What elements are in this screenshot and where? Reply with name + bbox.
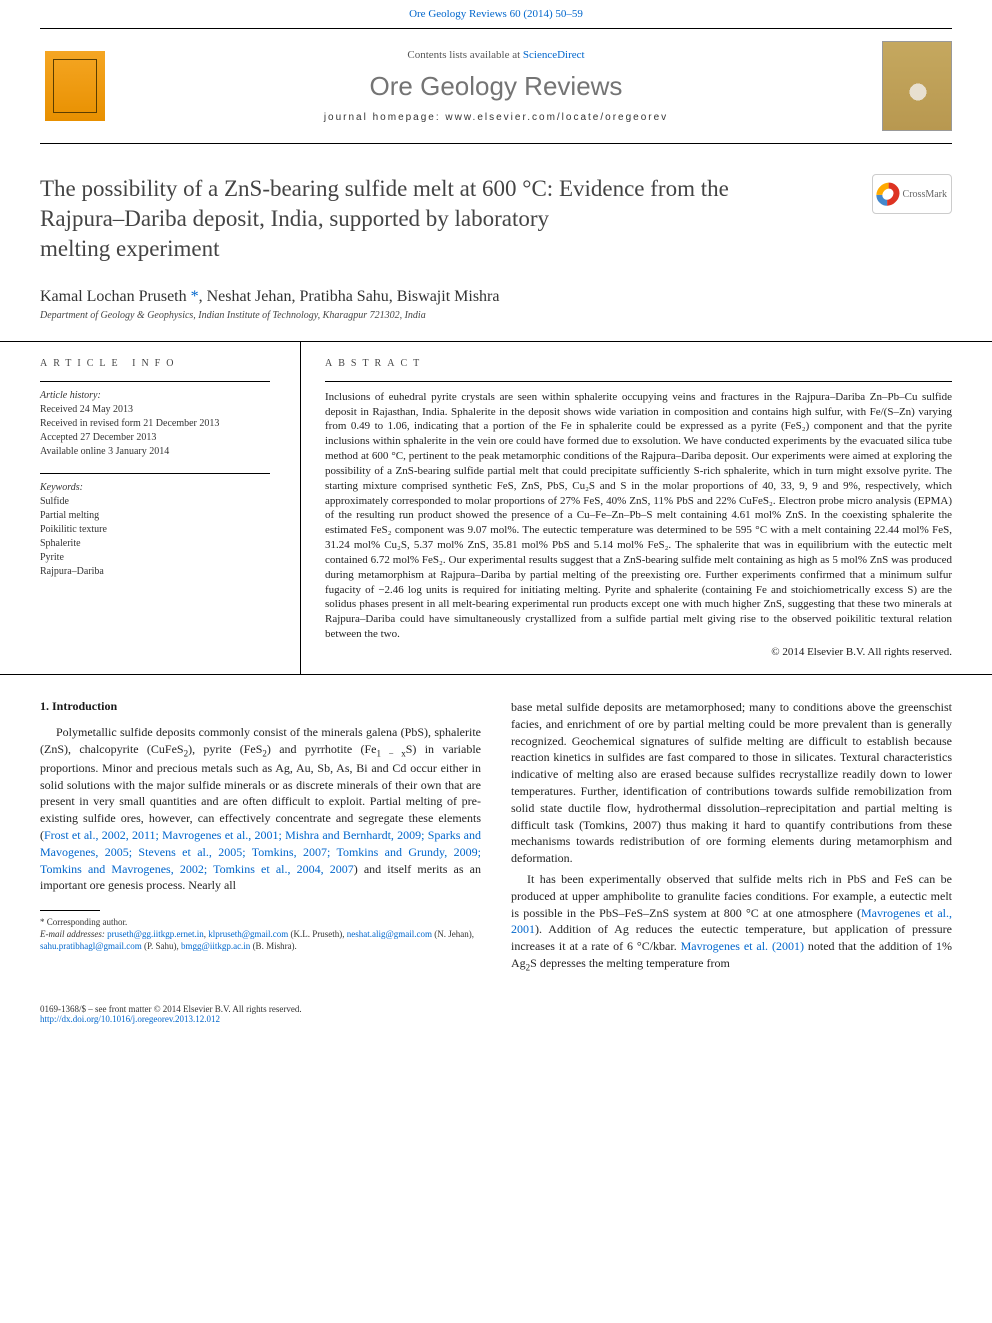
article-info-column: ARTICLE INFO Article history: Received 2… <box>40 342 270 674</box>
email-addresses: E-mail addresses: pruseth@gg.iitkgp.erne… <box>40 929 481 952</box>
abstract-text: Inclusions of euhedral pyrite crystals a… <box>325 390 952 642</box>
keyword: Partial melting <box>40 509 270 523</box>
keyword: Rajpura–Dariba <box>40 565 270 579</box>
meta-two-col: ARTICLE INFO Article history: Received 2… <box>0 341 992 675</box>
keywords-block: Keywords: Sulfide Partial melting Poikil… <box>40 473 270 579</box>
article-title: The possibility of a ZnS-bearing sulfide… <box>40 174 852 264</box>
contents-lists: Contents lists available at ScienceDirec… <box>130 49 862 61</box>
journal-title: Ore Geology Reviews <box>130 71 862 102</box>
header-citation: Ore Geology Reviews 60 (2014) 50–59 <box>0 0 992 28</box>
doi-link[interactable]: http://dx.doi.org/10.1016/j.oregeorev.20… <box>40 1014 220 1024</box>
crossmark-badge[interactable]: CrossMark <box>872 174 952 214</box>
contents-prefix: Contents lists available at <box>407 49 522 61</box>
title-block: The possibility of a ZnS-bearing sulfide… <box>40 174 852 264</box>
title-line-2: Rajpura–Dariba deposit, India, supported… <box>40 206 549 231</box>
keywords-label: Keywords: <box>40 482 270 493</box>
history-item: Received 24 May 2013 <box>40 403 270 417</box>
issn-line: 0169-1368/$ – see front matter © 2014 El… <box>40 1004 952 1014</box>
history-item: Received in revised form 21 December 201… <box>40 417 270 431</box>
journal-cover-thumbnail <box>882 41 952 131</box>
affiliation: Department of Geology & Geophysics, Indi… <box>0 310 992 341</box>
crossmark-label: CrossMark <box>903 189 947 200</box>
abstract-copyright: © 2014 Elsevier B.V. All rights reserved… <box>325 646 952 658</box>
emails-list: pruseth@gg.iitkgp.ernet.in, klpruseth@gm… <box>40 929 474 951</box>
title-line-3: melting experiment <box>40 236 219 261</box>
journal-header: Contents lists available at ScienceDirec… <box>0 29 992 143</box>
history-label: Article history: <box>40 390 270 401</box>
emails-label: E-mail addresses: <box>40 929 105 939</box>
left-paragraph-1: Polymetallic sulfide deposits commonly c… <box>40 724 481 894</box>
history-item: Accepted 27 December 2013 <box>40 431 270 445</box>
keyword: Sulfide <box>40 495 270 509</box>
authors: Kamal Lochan Pruseth *, Neshat Jehan, Pr… <box>0 274 992 310</box>
footnote-divider <box>40 910 100 911</box>
abstract-body: Inclusions of euhedral pyrite crystals a… <box>325 381 952 658</box>
crossmark-icon <box>872 178 904 210</box>
title-line-1: The possibility of a ZnS-bearing sulfide… <box>40 176 729 201</box>
article-header: The possibility of a ZnS-bearing sulfide… <box>0 144 992 274</box>
elsevier-logo <box>40 46 110 126</box>
keyword: Poikilitic texture <box>40 523 270 537</box>
right-paragraph-2: It has been experimentally observed that… <box>511 871 952 974</box>
history-item: Available online 3 January 2014 <box>40 445 270 459</box>
citation-link[interactable]: Ore Geology Reviews 60 (2014) 50–59 <box>409 8 583 20</box>
journal-homepage: journal homepage: www.elsevier.com/locat… <box>130 112 862 123</box>
journal-center: Contents lists available at ScienceDirec… <box>130 49 862 123</box>
left-column: 1. Introduction Polymetallic sulfide dep… <box>40 699 481 974</box>
body-columns: 1. Introduction Polymetallic sulfide dep… <box>0 675 992 998</box>
right-column: base metal sulfide deposits are metamorp… <box>511 699 952 974</box>
sciencedirect-link[interactable]: ScienceDirect <box>523 49 585 61</box>
section-1-heading: 1. Introduction <box>40 699 481 714</box>
right-paragraph-1: base metal sulfide deposits are metamorp… <box>511 699 952 867</box>
abstract-column: ABSTRACT Inclusions of euhedral pyrite c… <box>300 342 952 674</box>
keyword: Pyrite <box>40 551 270 565</box>
abstract-heading: ABSTRACT <box>325 358 952 369</box>
keyword: Sphalerite <box>40 537 270 551</box>
article-info-heading: ARTICLE INFO <box>40 358 270 369</box>
history-block: Article history: Received 24 May 2013 Re… <box>40 381 270 459</box>
footer: 0169-1368/$ – see front matter © 2014 El… <box>0 998 992 1044</box>
corresponding-author: * Corresponding author. <box>40 917 481 929</box>
